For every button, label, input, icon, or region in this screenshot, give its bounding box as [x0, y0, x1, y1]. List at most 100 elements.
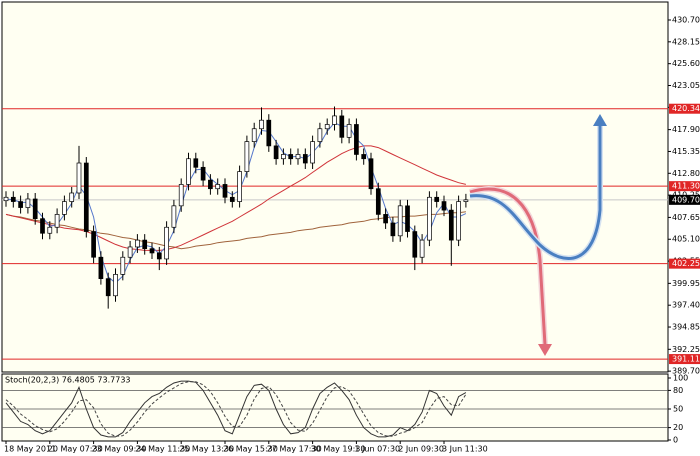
blue-arrowhead [593, 114, 607, 126]
candle-body [171, 205, 177, 228]
candle-body [266, 119, 272, 147]
candle-body [368, 158, 374, 190]
candle-body [288, 154, 294, 160]
candle-body [69, 192, 75, 202]
candle-body [40, 218, 45, 234]
y-tick-label: 407.65 [672, 213, 700, 222]
candle-body [76, 162, 82, 194]
y-tick-label: 423.05 [672, 81, 700, 90]
x-tick-label: 3 Jun 11:30 [442, 445, 488, 454]
candle-body [127, 246, 133, 258]
indicator-line [5, 122, 467, 284]
y-tick-label: 430.70 [672, 15, 700, 24]
candle-body [142, 239, 148, 250]
y-tick-label: 417.90 [672, 125, 700, 134]
red-arrowhead [538, 344, 552, 356]
x-tick-label: 18 May 2011 [4, 445, 56, 454]
candle-body [419, 239, 425, 258]
candle-body [244, 141, 250, 172]
last-price-label: 409.70 [672, 195, 700, 204]
candle-body [10, 196, 16, 202]
candle-body [149, 248, 155, 254]
level-label-box [669, 258, 700, 269]
candle-body [354, 124, 359, 155]
y-tick-label: 0 [673, 436, 678, 445]
y-tick-label: 392.25 [672, 345, 700, 354]
candle-body [113, 274, 118, 297]
candle-body [405, 205, 410, 232]
x-tick-label: 24 May 11:30 [135, 445, 190, 454]
y-tick-label: 425.60 [672, 59, 700, 68]
candle-body [62, 201, 67, 215]
stoch-line [5, 381, 467, 437]
indicator-line [5, 145, 467, 251]
candle-body [193, 158, 199, 168]
candle-body [25, 198, 31, 208]
candle-body [215, 184, 221, 190]
candle-body [178, 184, 184, 207]
x-tick-label: 27 May 17:30 [267, 445, 322, 454]
candle-body [54, 214, 60, 228]
level-label: 411.30 [672, 182, 700, 191]
stoch-panel [1, 373, 669, 442]
candle-body [222, 184, 228, 198]
candle-body [375, 188, 381, 215]
candle-body [208, 179, 213, 190]
candle-body [164, 226, 169, 260]
forecast-arrows [469, 114, 607, 356]
candle-body [441, 201, 447, 211]
y-tick-label: 100 [673, 374, 688, 383]
y-tick-label: 428.15 [672, 37, 700, 46]
candle-body [332, 115, 337, 125]
candle-body [200, 166, 206, 181]
candle-body [397, 205, 403, 237]
candle-body [18, 201, 23, 208]
candle-body [229, 196, 235, 202]
y-tick-label: 397.40 [672, 301, 700, 310]
level-label-box [669, 181, 700, 192]
x-tick-label: 25 May 13:30 [179, 445, 234, 454]
red-arrow [469, 187, 547, 346]
candle-body [361, 154, 367, 160]
x-tick-label: 20 May 07:30 [48, 445, 103, 454]
x-tick-label: 2 Jun 09:30 [398, 445, 444, 454]
y-tick-label: 389.70 [672, 367, 700, 376]
candle-body [317, 128, 323, 142]
candle-body [412, 231, 418, 258]
candle-body [434, 196, 440, 202]
candle-body [427, 196, 432, 241]
candle-body [156, 252, 162, 260]
candle-body [456, 201, 461, 241]
level-label: 420.34 [672, 104, 700, 113]
candle-body [324, 124, 330, 130]
y-tick-label: 80 [673, 386, 683, 395]
candle-body [186, 158, 191, 185]
level-label: 391.11 [672, 355, 700, 364]
y-tick-label: 394.85 [672, 323, 700, 332]
candle-body [259, 119, 264, 130]
candle-body [390, 222, 396, 237]
x-tick-label: 1 Jun 07:30 [354, 445, 400, 454]
candle-body [273, 145, 279, 160]
candle-body [91, 231, 96, 258]
candle-body [237, 171, 242, 202]
candle-body [83, 162, 89, 232]
stoch-title: Stoch(20,2,3) 76.4805 73.7733 [5, 376, 131, 385]
stoch-line [5, 380, 467, 438]
y-tick-label: 50 [673, 405, 683, 414]
y-tick-label: 399.95 [672, 279, 700, 288]
candle-body [302, 154, 308, 164]
y-tick-label: 20 [673, 423, 683, 432]
candle-body [339, 115, 345, 138]
candle-body [32, 198, 38, 220]
level-label: 402.25 [672, 259, 700, 268]
level-label-box [669, 354, 700, 365]
candle-body [47, 226, 53, 234]
candle-body [346, 124, 352, 138]
candle-body [105, 278, 111, 297]
candle-body [135, 239, 140, 248]
x-tick-label: 30 May 19:30 [311, 445, 366, 454]
candle-body [463, 199, 469, 202]
candle-body [120, 256, 126, 275]
